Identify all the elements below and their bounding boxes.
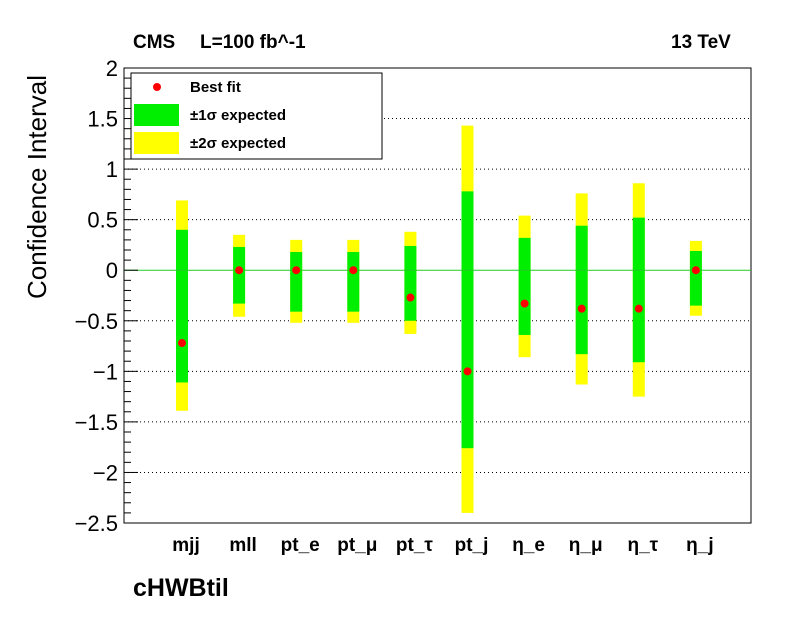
y-tick-label: −1 xyxy=(93,359,118,384)
best-fit-point xyxy=(406,293,415,302)
plot-frame xyxy=(123,67,752,524)
x-tick-label: η_e xyxy=(512,535,545,556)
best-fit-point xyxy=(178,339,186,348)
x-tick-label: pt_e xyxy=(281,535,320,556)
y-tick-label: 2 xyxy=(106,56,118,81)
y-tick-label: 1.5 xyxy=(87,107,118,132)
one-sigma-band xyxy=(290,252,303,312)
x-tick-label: pt_j xyxy=(455,535,489,556)
x-tick-label: η_μ xyxy=(569,535,603,556)
one-sigma-band xyxy=(689,251,702,306)
y-axis-label: Confidence Interval xyxy=(22,75,52,299)
one-sigma-bands xyxy=(176,191,702,449)
legend-one-sigma-swatch xyxy=(134,104,179,126)
x-tick-label: pt_μ xyxy=(337,535,377,556)
legend-best-fit-marker xyxy=(153,83,161,91)
y-tick-label: −2.5 xyxy=(75,511,118,536)
x-tick-label: pt_τ xyxy=(396,535,434,556)
one-sigma-band xyxy=(518,237,531,335)
x-tick-label: η_j xyxy=(686,535,713,556)
legend-two-sigma-swatch xyxy=(134,132,179,154)
best-fit-point xyxy=(235,266,244,275)
one-sigma-band xyxy=(233,246,246,304)
legend-label: Best fit xyxy=(190,79,241,96)
best-fit-point xyxy=(634,304,643,313)
best-fit-point xyxy=(463,367,472,376)
best-fit-point xyxy=(349,266,358,275)
x-tick-label: mjj xyxy=(172,535,199,556)
one-sigma-band xyxy=(632,217,645,363)
y-axis: −2.5 −2 −1.5 −1 −0.5 0 0.5 1 1.5 2 xyxy=(75,56,138,536)
experiment-label: CMS xyxy=(133,32,176,53)
x-tick-label: mll xyxy=(229,535,256,556)
legend: Best fit ±1σ expected ±2σ expected xyxy=(130,72,383,160)
parameter-label: cHWBtil xyxy=(133,574,229,602)
one-sigma-band xyxy=(176,229,188,383)
energy-label: 13 TeV xyxy=(671,32,731,53)
y-tick-label: 1 xyxy=(106,157,118,182)
y-tick-label: −0.5 xyxy=(75,309,118,334)
y-tick-label: 0.5 xyxy=(87,208,118,233)
y-tick-label: −2 xyxy=(93,460,118,485)
legend-label: ±1σ expected xyxy=(190,107,286,124)
best-fit-point xyxy=(520,299,529,308)
best-fit-point xyxy=(292,266,301,275)
x-tick-labels: mjj mll pt_e pt_μ pt_τ pt_j η_e η_μ η_τ η_j xyxy=(172,535,713,556)
x-tick-label: η_τ xyxy=(627,535,658,556)
two-sigma-bands xyxy=(176,125,702,513)
one-sigma-band xyxy=(461,191,474,449)
legend-label: ±2σ expected xyxy=(190,135,286,152)
best-fit-point xyxy=(577,304,586,313)
best-fit-point xyxy=(691,266,700,275)
best-fit-points xyxy=(178,266,700,376)
one-sigma-band xyxy=(347,252,360,312)
y-tick-label: 0 xyxy=(106,258,118,283)
gridlines xyxy=(124,118,751,473)
y-tick-label: −1.5 xyxy=(75,410,118,435)
one-sigma-band xyxy=(575,225,588,355)
luminosity-label: L=100 fb^-1 xyxy=(200,32,306,53)
one-sigma-band xyxy=(404,245,417,321)
